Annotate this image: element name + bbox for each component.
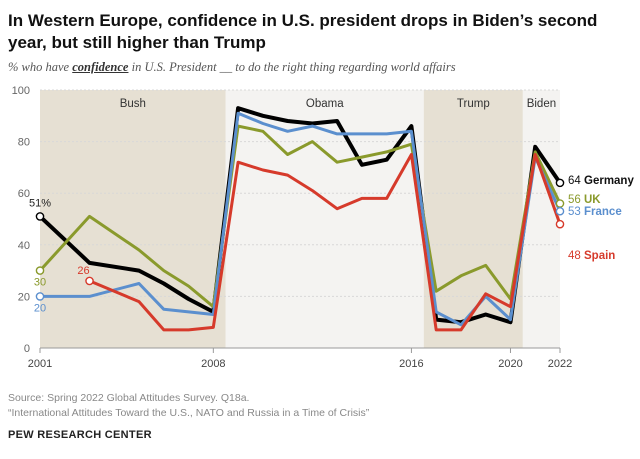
series-lines: [38, 106, 562, 332]
start-marker-uk: [35, 266, 45, 275]
publication-note: “International Attitudes Toward the U.S.…: [8, 407, 370, 419]
end-value-spain: 48: [568, 250, 584, 262]
series-line-spain: [88, 153, 562, 332]
start-value-label-uk: 30: [34, 277, 46, 289]
end-label-france: 53 France: [568, 206, 622, 218]
end-marker-germany: [555, 178, 565, 188]
end-marker-uk: [555, 199, 565, 208]
era-band-biden: [522, 90, 560, 348]
gridlines: [40, 89, 560, 349]
end-value-france: 53: [568, 206, 584, 218]
series-line-germany: [38, 106, 562, 325]
end-series-name-spain: Spain: [584, 250, 615, 262]
end-series-name-uk: UK: [584, 194, 601, 206]
series-line-uk: [38, 124, 562, 309]
y-tick-label-20: 20: [18, 291, 30, 303]
era-band-bush: [40, 90, 226, 348]
subtitle-emphasis: confidence: [72, 60, 129, 74]
end-series-name-france: France: [584, 206, 622, 218]
y-axis: 0 20 40 60 80 100: [12, 85, 30, 355]
end-value-germany: 64: [568, 175, 584, 187]
end-marker-spain: [555, 219, 565, 229]
era-label-obama: Obama: [306, 98, 344, 110]
chart-subtitle: % who have confidence in U.S. President …: [8, 60, 632, 75]
start-value-label-spain: 26: [77, 265, 89, 277]
y-tick-label-80: 80: [18, 137, 30, 149]
era-label-bush: Bush: [120, 98, 146, 110]
y-tick-label-100: 100: [12, 85, 30, 97]
end-label-spain: 48 Spain: [568, 250, 615, 262]
end-marker-france: [555, 206, 565, 216]
y-tick-label-60: 60: [18, 188, 30, 200]
y-tick-label-0: 0: [24, 343, 30, 355]
era-label-biden: Biden: [527, 98, 556, 110]
chart-title: In Western Europe, confidence in U.S. pr…: [8, 11, 598, 52]
start-marker-france: [35, 292, 45, 301]
x-tick-label-2016: 2016: [399, 358, 423, 370]
source-note: Source: Spring 2022 Global Attitudes Sur…: [8, 392, 250, 404]
end-value-uk: 56: [568, 194, 584, 206]
x-tick-label-2022: 2022: [548, 358, 572, 370]
start-value-label-germany: 51%: [29, 197, 51, 209]
subtitle-post: in U.S. President __ to do the right thi…: [128, 60, 456, 74]
y-tick-label-40: 40: [18, 240, 30, 252]
start-marker-spain: [85, 276, 94, 286]
era-label-trump: Trump: [457, 98, 490, 110]
x-tick-label-2008: 2008: [201, 358, 225, 370]
organization-name: PEW RESEARCH CENTER: [8, 429, 152, 441]
era-bands: Bush Obama Trump Biden: [40, 90, 560, 348]
end-label-uk: 56 UK: [568, 194, 601, 206]
start-marker-germany: [35, 212, 45, 221]
end-label-germany: 64 Germany: [568, 175, 634, 187]
start-value-label-france: 20: [34, 302, 46, 314]
x-axis: 2001 2008 2016 2020 2022: [28, 348, 572, 370]
x-tick-label-2020: 2020: [498, 358, 522, 370]
x-tick-label-2001: 2001: [28, 358, 52, 370]
subtitle-pre: % who have: [8, 60, 73, 74]
end-series-name-germany: Germany: [584, 175, 634, 187]
